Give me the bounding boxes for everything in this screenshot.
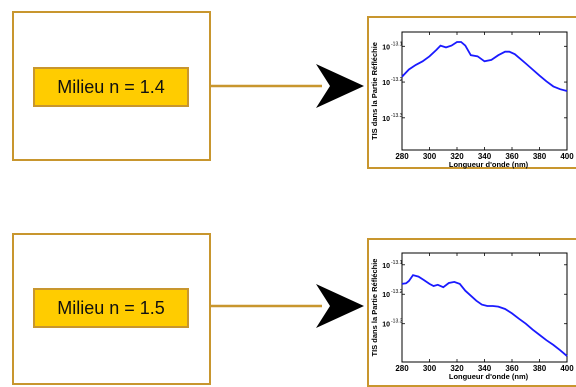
- x-tick-label: 340: [478, 152, 492, 161]
- x-tick-label: 360: [505, 364, 519, 373]
- x-tick-label: 320: [450, 364, 464, 373]
- x-tick-label: 340: [478, 364, 492, 373]
- x-tick-label: 380: [533, 152, 547, 161]
- series-line: [401, 274, 568, 357]
- x-tick-label: 280: [395, 152, 409, 161]
- plot-area: [401, 31, 568, 151]
- x-tick-label: 300: [423, 364, 437, 373]
- x-tick-label: 360: [505, 152, 519, 161]
- y-tick-exponent: -13.3: [391, 113, 403, 119]
- x-tick-label: 300: [423, 152, 437, 161]
- y-tick-exponent: -13.2: [391, 289, 403, 295]
- series-line: [401, 41, 568, 92]
- y-tick-exponent: -13.1: [391, 260, 403, 266]
- y-tick-label: 10: [382, 44, 390, 51]
- x-tick-label: 380: [533, 364, 547, 373]
- x-tick-label: 320: [450, 152, 464, 161]
- y-tick-exponent: -13.2: [391, 77, 403, 83]
- arrow-head-2: [316, 284, 364, 328]
- y-tick-label: 10: [382, 263, 390, 270]
- y-tick-label: 10: [382, 322, 390, 329]
- x-tick-label: 400: [560, 152, 574, 161]
- medium-label-2: Milieu n = 1.5: [33, 288, 189, 328]
- x-axis-label: Longueur d'onde (nm): [449, 372, 529, 381]
- y-tick-label: 10: [382, 116, 390, 123]
- x-axis-label: Longueur d'onde (nm): [449, 160, 529, 169]
- y-tick-label: 10: [382, 80, 390, 87]
- y-tick-exponent: -13.3: [391, 319, 403, 325]
- y-axis-label: TIS dans la Partie Réfléchie: [370, 42, 379, 140]
- y-tick-exponent: -13.1: [391, 41, 403, 47]
- y-tick-label: 10: [382, 292, 390, 299]
- medium-label-1: Milieu n = 1.4: [33, 67, 189, 107]
- plot-area: [401, 252, 568, 363]
- x-tick-label: 400: [560, 364, 574, 373]
- y-axis-label: TIS dans la Partie Réfléchie: [370, 259, 379, 357]
- x-tick-label: 280: [395, 364, 409, 373]
- arrow-head-1: [316, 64, 364, 108]
